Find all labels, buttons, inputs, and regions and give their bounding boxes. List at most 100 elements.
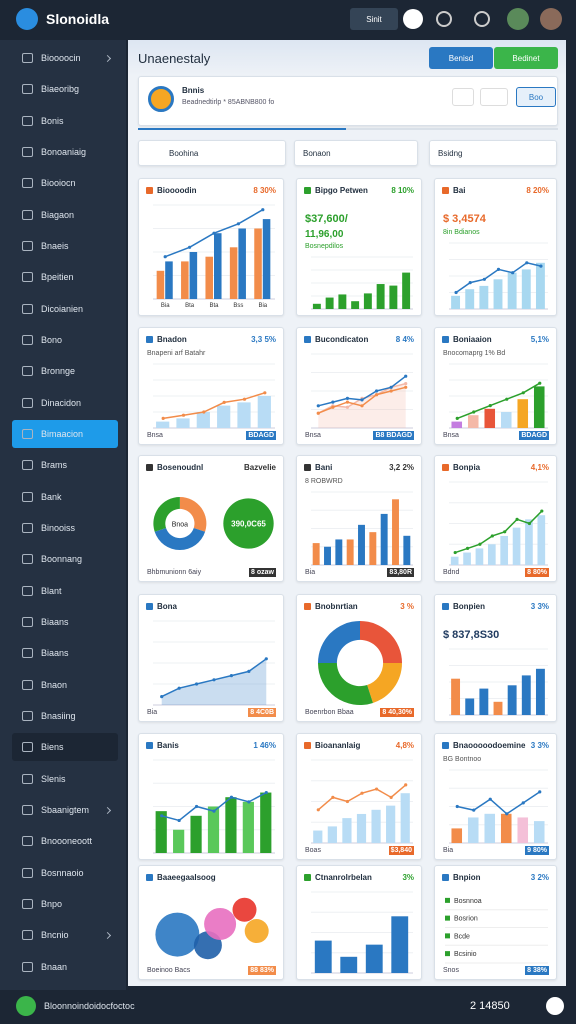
card-chart [449, 242, 548, 310]
bar [500, 535, 509, 565]
nav-item[interactable]: Bonis [12, 107, 118, 135]
bubble [155, 912, 200, 957]
bar [229, 247, 238, 299]
icon[interactable] [474, 11, 490, 27]
donut-slice [179, 497, 207, 532]
bar [327, 826, 337, 843]
nav-item[interactable]: Biens [12, 733, 118, 762]
bar [475, 548, 484, 565]
footer-text: Bloonnoindoidocfoctoc [44, 1001, 135, 1011]
point [161, 416, 165, 420]
filter-field[interactable]: Bonaon [294, 140, 418, 166]
bar [465, 289, 475, 309]
profile-button[interactable]: Boo [516, 87, 556, 107]
nav-item[interactable]: Bnaon [12, 671, 118, 699]
bar [389, 285, 398, 309]
card-title: Bioananlaig [315, 741, 361, 750]
point [472, 808, 476, 812]
nav-item[interactable]: Bioooocin [12, 44, 118, 72]
point [404, 382, 408, 386]
nav-item[interactable]: Biaans [12, 639, 118, 667]
avatar[interactable] [540, 8, 562, 30]
nav-item[interactable]: Bncnio [12, 921, 118, 949]
bar [521, 269, 531, 309]
nav-item[interactable]: Slenis [12, 765, 118, 793]
nav-item[interactable]: Bpeitien [12, 263, 118, 291]
card-chart [449, 363, 548, 429]
bar [351, 301, 360, 309]
nav-item[interactable]: Bonoaniaig [12, 138, 118, 166]
nav-label: Bnpo [41, 899, 63, 909]
card-title: Baaeegaalsoog [157, 873, 216, 882]
nav-label: Biooiocn [41, 178, 76, 189]
logo [16, 8, 38, 30]
card-value: $ 3,4574 [443, 213, 486, 225]
card-footer-label: Bia [305, 569, 316, 576]
bar [225, 797, 237, 853]
card-footer-label: Boeinoo Bacs [147, 967, 191, 974]
point [360, 404, 364, 408]
nav-item[interactable]: Sbaanigtem [12, 796, 118, 824]
nav-label: Biagaon [41, 209, 75, 220]
nav-item[interactable]: Binooiss [12, 514, 118, 542]
filter-field[interactable]: Boohina [138, 140, 286, 166]
point [160, 814, 164, 818]
nav-icon [22, 585, 33, 596]
icon-button[interactable] [452, 88, 474, 106]
card-footer-label: Bnsa [443, 432, 459, 439]
card-title: Bona [157, 602, 177, 611]
top-button[interactable]: Sinit [350, 8, 398, 30]
card-chart [311, 256, 413, 310]
nav-item[interactable]: Bank [12, 483, 118, 511]
bottom-bar: Bloonnoindoidocfoctoc 2 14850 [0, 990, 576, 1024]
bar [376, 284, 385, 309]
bar [500, 813, 512, 843]
nav-item[interactable]: Biaans [12, 608, 118, 636]
nav-item[interactable]: Blant [12, 577, 118, 605]
bar [371, 809, 381, 843]
nav-item[interactable]: Bono [12, 326, 118, 354]
icon[interactable] [403, 9, 423, 29]
point [515, 517, 519, 521]
nav-item[interactable]: Biooiocn [12, 169, 118, 197]
bar [533, 386, 545, 428]
nav-item[interactable]: Brams [12, 451, 118, 479]
card-chart [153, 620, 275, 706]
nav-label: Bpeitien [41, 272, 74, 283]
nav-item[interactable]: Bnasiing [12, 702, 118, 730]
profile-name: Bnnis [182, 86, 205, 95]
icon[interactable] [546, 997, 564, 1015]
nav-item[interactable]: Bronnge [12, 357, 118, 385]
primary-button[interactable]: Benisd [429, 47, 493, 69]
point [316, 808, 320, 812]
nav-item[interactable]: Bnpo [12, 890, 118, 918]
nav-item[interactable]: Boonnang [12, 545, 118, 573]
nav-item[interactable]: Bosnnaoio [12, 859, 118, 887]
nav-item[interactable]: Biagaon [12, 201, 118, 229]
secondary-button[interactable]: Bedinet [494, 47, 558, 69]
widget-card: Ctnanrolrbelan 3% [296, 865, 422, 980]
point [181, 413, 186, 417]
nav-icon [22, 554, 33, 565]
chevron [103, 54, 112, 62]
widget-card: Bonpien 3 3% $ 837,8S30 [434, 594, 557, 722]
bar [324, 546, 331, 565]
icon-button[interactable] [480, 88, 508, 106]
nav-item[interactable]: Dinacidon [12, 389, 118, 417]
nav-item[interactable]: Bnaan [12, 953, 118, 981]
avatar[interactable] [507, 8, 529, 30]
icon[interactable] [436, 11, 452, 27]
nav-item[interactable]: Bnaeis [12, 232, 118, 260]
filter-field[interactable]: Bsidng [429, 140, 557, 166]
widget-card: Bnpion 3 2% Snos 8 38% Bosnnoa Bosrion Bcde Bcs… [434, 865, 557, 980]
nav-item[interactable]: Bimaacion [12, 420, 118, 448]
nav-item[interactable]: Dicoianien [12, 295, 118, 323]
point [229, 674, 234, 678]
filter-label: Bsidng [438, 149, 463, 158]
point [511, 271, 515, 275]
nav-item[interactable]: Bnoooneoott [12, 827, 118, 855]
card-icon [442, 874, 449, 881]
nav-item[interactable]: Biaeoribg [12, 75, 118, 103]
bar [237, 402, 251, 428]
